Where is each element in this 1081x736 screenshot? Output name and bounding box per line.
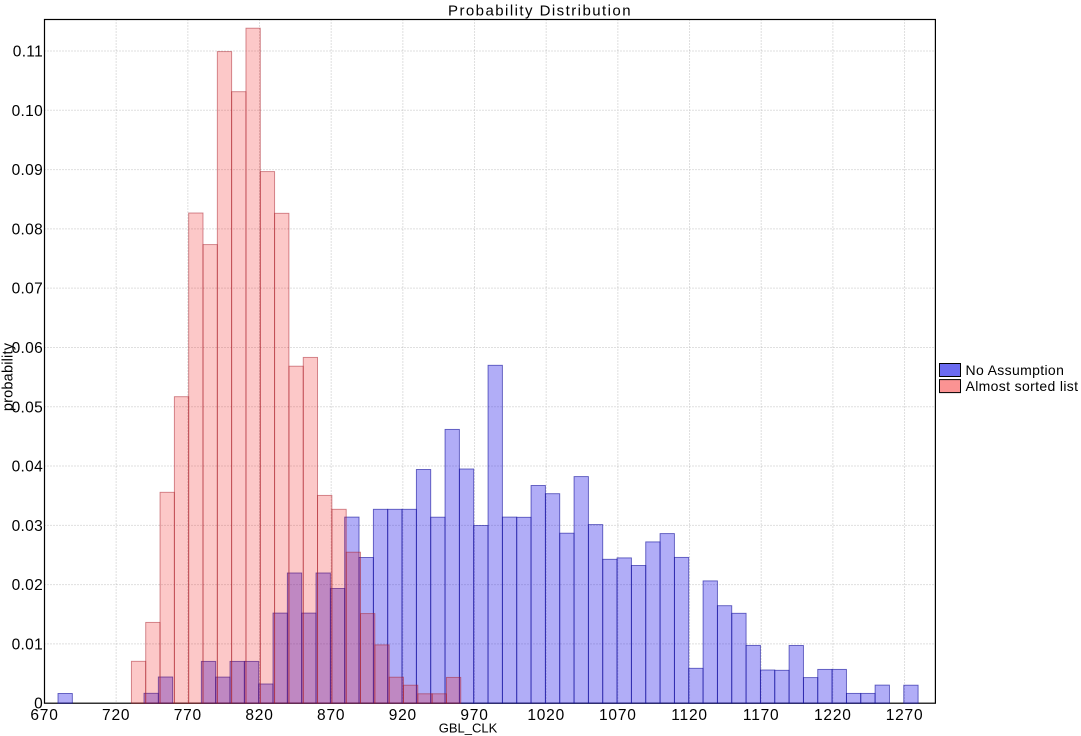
svg-text:0.08: 0.08 — [12, 221, 43, 238]
svg-text:GBL_CLK: GBL_CLK — [439, 721, 498, 736]
svg-text:0.06: 0.06 — [12, 340, 43, 357]
svg-text:1120: 1120 — [671, 707, 708, 724]
svg-text:probability: probability — [1, 342, 17, 411]
svg-text:0.01: 0.01 — [12, 636, 43, 653]
svg-text:0.11: 0.11 — [13, 44, 43, 61]
svg-text:0.04: 0.04 — [12, 459, 43, 476]
svg-text:0.02: 0.02 — [12, 577, 43, 594]
svg-text:0.09: 0.09 — [12, 162, 43, 179]
svg-text:1270: 1270 — [886, 707, 924, 724]
svg-text:670: 670 — [30, 707, 58, 724]
svg-text:0.10: 0.10 — [12, 103, 43, 120]
svg-text:0.05: 0.05 — [12, 399, 43, 416]
svg-text:0.03: 0.03 — [12, 518, 43, 535]
svg-text:770: 770 — [174, 707, 202, 724]
svg-text:820: 820 — [245, 707, 273, 724]
svg-text:Almost sorted list: Almost sorted list — [966, 378, 1079, 394]
svg-text:970: 970 — [460, 707, 488, 724]
svg-text:720: 720 — [102, 707, 130, 724]
svg-text:1220: 1220 — [814, 707, 852, 724]
svg-text:0: 0 — [34, 696, 43, 713]
svg-text:Probability Distribution: Probability Distribution — [448, 3, 632, 20]
svg-text:1070: 1070 — [599, 707, 637, 724]
svg-text:1020: 1020 — [527, 707, 565, 724]
svg-text:No Assumption: No Assumption — [966, 362, 1065, 378]
svg-text:0.07: 0.07 — [12, 281, 43, 298]
svg-text:1170: 1170 — [743, 707, 780, 724]
svg-text:920: 920 — [389, 707, 417, 724]
svg-text:870: 870 — [317, 707, 345, 724]
